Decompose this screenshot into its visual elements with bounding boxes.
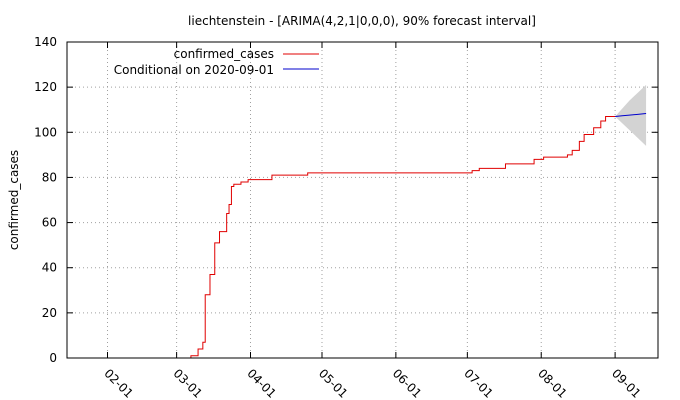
x-tick-label: 09-01 (609, 366, 644, 400)
x-tick-label: 02-01 (101, 366, 136, 400)
x-tick-label: 06-01 (390, 366, 425, 400)
y-tick-label: 100 (34, 125, 57, 139)
y-axis-label: confirmed_cases (7, 150, 21, 250)
series-line-confirmed-cases (169, 115, 616, 359)
x-tick-label: 03-01 (170, 366, 205, 400)
y-tick-label: 0 (49, 351, 57, 365)
x-axis: 02-01 03-01 04-01 05-01 06-01 07-01 08-01 09-01 (101, 42, 644, 400)
x-tick-label: 07-01 (461, 366, 496, 400)
legend: confirmed_cases Conditional on 2020-09-0… (114, 47, 319, 77)
series-line-conditional-forecast (615, 113, 647, 117)
y-tick-label: 40 (42, 261, 57, 275)
x-tick-label: 04-01 (244, 366, 279, 400)
y-tick-label: 140 (34, 35, 57, 49)
plot-frame (66, 41, 659, 359)
chart-title: liechtenstein - [ARIMA(4,2,1|0,0,0), 90%… (188, 14, 536, 28)
x-tick-label: 05-01 (316, 366, 351, 400)
x-tick-label: 08-01 (535, 366, 570, 400)
y-tick-label: 20 (42, 306, 57, 320)
y-tick-label: 80 (42, 170, 57, 184)
legend-label-conditional: Conditional on 2020-09-01 (114, 63, 274, 77)
legend-label-confirmed-cases: confirmed_cases (174, 47, 274, 61)
y-tick-label: 120 (34, 80, 57, 94)
grid (67, 42, 658, 358)
y-axis: 0 20 40 60 80 100 120 140 (34, 35, 658, 365)
series-lines (169, 113, 647, 359)
y-tick-label: 60 (42, 216, 57, 230)
